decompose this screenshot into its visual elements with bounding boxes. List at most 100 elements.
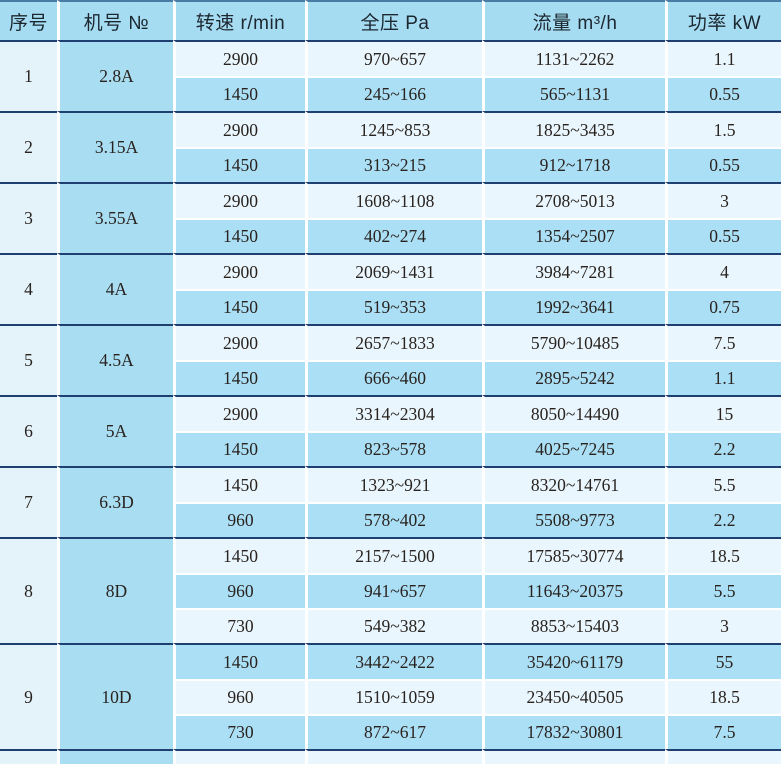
column-header-power: 功率 kW: [665, 0, 781, 40]
speed-cell: 2900: [173, 253, 305, 289]
power-cell: 0.55: [665, 76, 781, 111]
serial-cell: 5: [0, 324, 57, 395]
model-cell: 4A: [57, 253, 173, 324]
speed-cell: 1450: [173, 466, 305, 502]
pressure-cell: 1510~1059: [305, 679, 482, 714]
power-cell: 7.5: [665, 324, 781, 360]
flow-cell: 5508~9773: [482, 502, 665, 537]
partial-next-row-serial: [0, 749, 57, 764]
speed-cell: 2900: [173, 182, 305, 218]
flow-cell: 1992~3641: [482, 289, 665, 324]
flow-cell: 2895~5242: [482, 360, 665, 395]
serial-cell: 6: [0, 395, 57, 466]
speed-cell: 1450: [173, 431, 305, 466]
flow-cell: 1354~2507: [482, 218, 665, 253]
power-cell: 2.2: [665, 431, 781, 466]
flow-cell: 8320~14761: [482, 466, 665, 502]
serial-cell: 2: [0, 111, 57, 182]
power-cell: 18.5: [665, 537, 781, 573]
pressure-cell: 823~578: [305, 431, 482, 466]
partial-next-row-cell: [305, 749, 482, 764]
power-cell: 1.5: [665, 111, 781, 147]
serial-cell: 4: [0, 253, 57, 324]
pressure-cell: 3442~2422: [305, 643, 482, 679]
speed-cell: 2900: [173, 111, 305, 147]
pressure-cell: 1323~921: [305, 466, 482, 502]
speed-cell: 2900: [173, 324, 305, 360]
model-cell: 5A: [57, 395, 173, 466]
flow-cell: 5790~10485: [482, 324, 665, 360]
power-cell: 1.1: [665, 360, 781, 395]
speed-cell: 1450: [173, 147, 305, 182]
flow-cell: 11643~20375: [482, 573, 665, 608]
power-cell: 7.5: [665, 714, 781, 749]
pressure-cell: 2157~1500: [305, 537, 482, 573]
pressure-cell: 245~166: [305, 76, 482, 111]
model-cell: 6.3D: [57, 466, 173, 537]
partial-next-row-cell: [665, 749, 781, 764]
model-cell: 4.5A: [57, 324, 173, 395]
flow-cell: 35420~61179: [482, 643, 665, 679]
partial-next-row-cell: [482, 749, 665, 764]
power-cell: 0.55: [665, 218, 781, 253]
power-cell: 55: [665, 643, 781, 679]
flow-cell: 17832~30801: [482, 714, 665, 749]
flow-cell: 17585~30774: [482, 537, 665, 573]
partial-next-row-model: [57, 749, 173, 764]
serial-cell: 3: [0, 182, 57, 253]
model-cell: 10D: [57, 643, 173, 749]
pressure-cell: 549~382: [305, 608, 482, 643]
power-cell: 3: [665, 182, 781, 218]
power-cell: 0.55: [665, 147, 781, 182]
pressure-cell: 1608~1108: [305, 182, 482, 218]
flow-cell: 4025~7245: [482, 431, 665, 466]
serial-cell: 8: [0, 537, 57, 643]
model-cell: 3.15A: [57, 111, 173, 182]
flow-cell: 8050~14490: [482, 395, 665, 431]
pressure-cell: 578~402: [305, 502, 482, 537]
speed-cell: 960: [173, 502, 305, 537]
model-cell: 2.8A: [57, 40, 173, 111]
partial-next-row-cell: [173, 749, 305, 764]
power-cell: 1.1: [665, 40, 781, 76]
speed-cell: 960: [173, 573, 305, 608]
pressure-cell: 666~460: [305, 360, 482, 395]
flow-cell: 565~1131: [482, 76, 665, 111]
flow-cell: 912~1718: [482, 147, 665, 182]
pressure-cell: 519~353: [305, 289, 482, 324]
serial-cell: 1: [0, 40, 57, 111]
pressure-cell: 970~657: [305, 40, 482, 76]
pressure-cell: 313~215: [305, 147, 482, 182]
pressure-cell: 872~617: [305, 714, 482, 749]
speed-cell: 2900: [173, 40, 305, 76]
speed-cell: 1450: [173, 537, 305, 573]
power-cell: 4: [665, 253, 781, 289]
speed-cell: 730: [173, 714, 305, 749]
flow-cell: 1131~2262: [482, 40, 665, 76]
speed-cell: 1450: [173, 218, 305, 253]
speed-cell: 2900: [173, 395, 305, 431]
column-header-model: 机号 №: [57, 0, 173, 40]
speed-cell: 730: [173, 608, 305, 643]
flow-cell: 3984~7281: [482, 253, 665, 289]
speed-cell: 1450: [173, 289, 305, 324]
flow-cell: 23450~40505: [482, 679, 665, 714]
serial-cell: 7: [0, 466, 57, 537]
serial-cell: 9: [0, 643, 57, 749]
pressure-cell: 2069~1431: [305, 253, 482, 289]
flow-cell: 1825~3435: [482, 111, 665, 147]
pressure-cell: 3314~2304: [305, 395, 482, 431]
power-cell: 2.2: [665, 502, 781, 537]
speed-cell: 1450: [173, 76, 305, 111]
pressure-cell: 402~274: [305, 218, 482, 253]
speed-cell: 960: [173, 679, 305, 714]
pressure-cell: 941~657: [305, 573, 482, 608]
column-header-flow: 流量 m³/h: [482, 0, 665, 40]
pressure-cell: 1245~853: [305, 111, 482, 147]
power-cell: 18.5: [665, 679, 781, 714]
column-header-serial: 序号: [0, 0, 57, 40]
flow-cell: 8853~15403: [482, 608, 665, 643]
column-header-speed: 转速 r/min: [173, 0, 305, 40]
